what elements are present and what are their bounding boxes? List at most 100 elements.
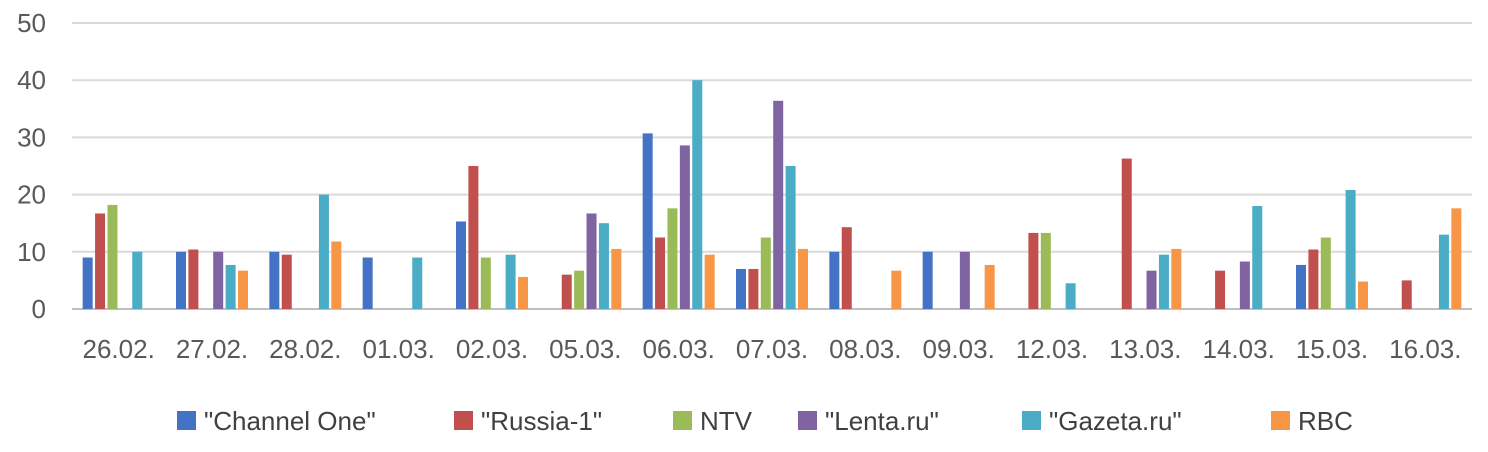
- bar: [1171, 248, 1182, 309]
- bar: [1401, 280, 1412, 309]
- y-tick-label: 10: [17, 237, 46, 267]
- x-axis: 26.02. 27.02. 28.02. 01.03. 02.03. 05.03. 06.0…: [83, 334, 1462, 364]
- bar: [238, 270, 248, 309]
- bar: [760, 237, 771, 309]
- bar: [841, 227, 852, 309]
- legend-swatch: [673, 411, 692, 430]
- x-tick-label: 12.03.: [1016, 334, 1088, 364]
- legend-swatch: [1022, 411, 1041, 430]
- legend-label: "Gazeta.ru": [1049, 406, 1182, 436]
- x-tick-label: 06.03.: [643, 334, 715, 364]
- x-tick-label: 27.02.: [176, 334, 248, 364]
- bar: [188, 249, 199, 309]
- legend-swatch: [454, 411, 473, 430]
- legend-swatch: [1271, 411, 1290, 430]
- y-tick-label: 40: [17, 65, 46, 95]
- y-tick-label: 50: [17, 8, 46, 38]
- bar: [1158, 254, 1169, 309]
- bar: [692, 80, 703, 309]
- bar: [736, 268, 746, 309]
- x-tick-label: 13.03.: [1109, 334, 1181, 364]
- bar: [984, 264, 995, 309]
- bar: [1028, 232, 1039, 309]
- bar: [773, 100, 784, 310]
- y-tick-label: 20: [17, 180, 46, 210]
- bar: [798, 248, 808, 309]
- y-tick-label: 0: [32, 294, 46, 324]
- x-tick-label: 01.03.: [363, 334, 435, 364]
- bar: [655, 237, 666, 309]
- bar: [1252, 206, 1263, 309]
- legend-label: NTV: [700, 406, 753, 436]
- bar: [1320, 237, 1331, 309]
- bar: [480, 257, 491, 309]
- legend-swatch: [177, 411, 196, 430]
- x-tick-label: 28.02.: [269, 334, 341, 364]
- legend-label: RBC: [1298, 406, 1353, 436]
- x-tick-label: 08.03.: [829, 334, 901, 364]
- bar: [1146, 270, 1157, 309]
- x-tick-label: 09.03.: [923, 334, 995, 364]
- bar: [1308, 249, 1319, 309]
- bar: [1121, 158, 1132, 309]
- x-tick-label: 07.03.: [736, 334, 808, 364]
- bar: [107, 204, 118, 309]
- bar: [829, 251, 840, 309]
- x-tick-label: 05.03.: [549, 334, 621, 364]
- bar: [922, 251, 933, 309]
- legend-label: "Channel One": [204, 406, 376, 436]
- bar: [1345, 190, 1356, 309]
- bar: [704, 254, 715, 309]
- bar: [362, 257, 373, 309]
- legend-label: "Lenta.ru": [825, 406, 939, 436]
- bar: [1438, 234, 1449, 309]
- legend-label: "Russia-1": [481, 406, 602, 436]
- bar: [1239, 261, 1250, 309]
- bar: [1358, 281, 1368, 309]
- bar: [642, 133, 653, 309]
- bars: [82, 80, 1462, 310]
- bar: [1040, 232, 1051, 309]
- bar: [611, 248, 622, 309]
- bar: [561, 274, 572, 309]
- bar: [785, 166, 796, 309]
- bar: [225, 264, 236, 309]
- bar: [959, 251, 970, 309]
- bar: [269, 251, 280, 309]
- bar: [1451, 208, 1462, 309]
- bar: [176, 251, 186, 309]
- bar: [1065, 283, 1076, 309]
- bar: [318, 194, 329, 309]
- bar: [574, 270, 585, 309]
- x-tick-label: 14.03.: [1203, 334, 1275, 364]
- x-tick-label: 02.03.: [456, 334, 528, 364]
- x-tick-label: 26.02.: [83, 334, 155, 364]
- bar: [456, 221, 466, 309]
- x-tick-label: 16.03.: [1389, 334, 1461, 364]
- legend: "Channel One" "Russia-1" NTV "Lenta.ru" "Gaz…: [177, 406, 1353, 436]
- bar: [331, 241, 342, 309]
- bar: [95, 213, 106, 309]
- bar: [598, 223, 609, 309]
- x-tick-label: 15.03.: [1296, 334, 1368, 364]
- bar: [891, 270, 902, 309]
- bar: [412, 257, 423, 309]
- bar: [667, 208, 678, 309]
- bar: [1215, 270, 1226, 309]
- bar: [213, 251, 224, 309]
- bar: [679, 145, 690, 309]
- y-tick-label: 30: [17, 122, 46, 152]
- y-axis: 0 10 20 30 40 50: [17, 8, 46, 324]
- legend-swatch: [798, 411, 817, 430]
- bar: [468, 166, 479, 309]
- bar: [82, 257, 93, 309]
- bar: [748, 268, 759, 309]
- bar: [281, 254, 292, 309]
- bar: [586, 213, 597, 309]
- bar: [518, 276, 528, 309]
- bar: [132, 251, 143, 309]
- bar: [1296, 264, 1306, 309]
- gridlines: [72, 22, 1472, 310]
